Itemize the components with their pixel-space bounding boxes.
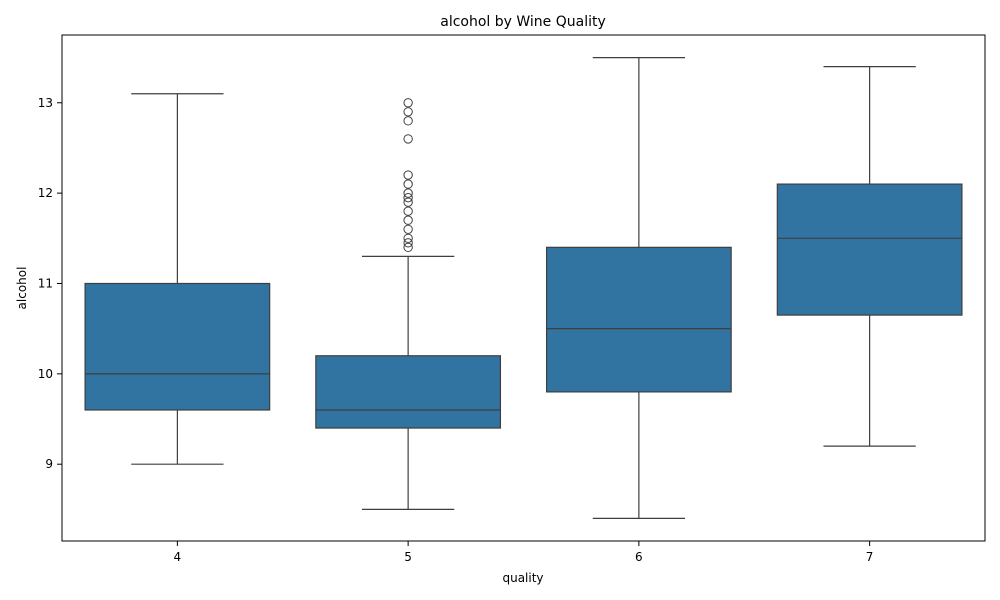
x-tick-label: 5 [404,550,412,564]
y-tick-label: 13 [38,96,53,110]
y-tick-label: 9 [45,457,53,471]
y-tick-label: 10 [38,367,53,381]
y-axis-label: alcohol [15,267,29,310]
box-q1-q3 [315,355,502,429]
outlier-point [403,98,413,108]
y-tick-label: 11 [38,276,53,290]
outlier-point [403,134,413,144]
y-tick-label: 12 [38,186,53,200]
outlier-point [403,242,413,253]
outlier-point [403,188,413,198]
x-tick-label: 7 [866,550,874,564]
outlier-point [403,206,413,216]
x-axis-label: quality [502,571,543,585]
outlier-point [403,233,413,244]
box-q1-q3 [545,246,732,393]
outlier-point [403,170,413,180]
outlier-point [403,192,413,203]
box-q1-q3 [776,183,963,316]
box-q1-q3 [84,282,271,411]
plot-area: 9 10 11 12 13 4 5 6 7 [38,56,963,564]
plot-frame [61,34,986,542]
outlier-point [403,215,413,225]
x-tick-label: 6 [635,550,643,564]
outlier-point [403,197,413,207]
outlier-point [403,179,413,189]
outlier-point [403,107,413,117]
outlier-point [403,224,413,234]
outlier-point [403,238,413,248]
x-tick-label: 4 [174,550,182,564]
outlier-point [403,116,413,126]
chart-title: alcohol by Wine Quality [440,14,606,30]
